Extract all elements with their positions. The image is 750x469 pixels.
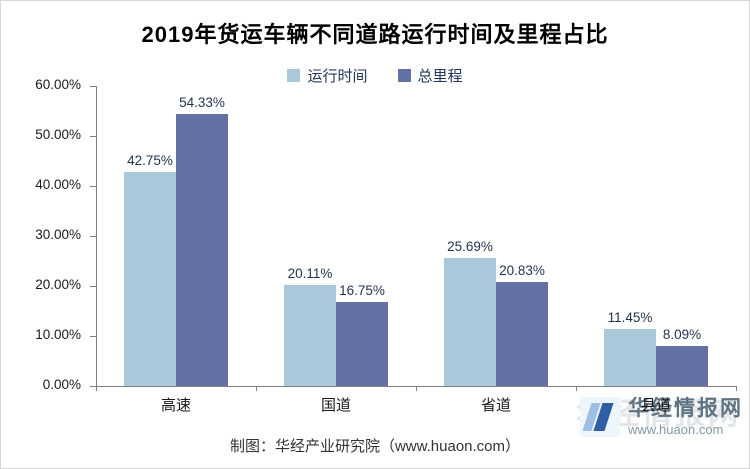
bar-运行时间 <box>444 257 496 386</box>
bar-运行时间 <box>124 172 176 386</box>
bar-总里程 <box>176 114 228 386</box>
watermark-name: 华经情报网 <box>628 397 743 420</box>
bar-value-label: 25.69% <box>447 238 493 254</box>
x-axis-tick-mark <box>256 386 257 391</box>
x-axis-tick-mark <box>416 386 417 391</box>
y-axis-tick-mark <box>90 336 96 337</box>
y-axis-tick-mark <box>90 286 96 287</box>
x-axis-category-label: 高速 <box>160 397 191 414</box>
bar-value-label: 42.75% <box>127 153 173 169</box>
bar-总里程 <box>336 302 388 386</box>
y-axis-tick-mark <box>90 386 96 387</box>
y-axis-tick-mark <box>90 86 96 87</box>
y-axis-tick-label: 20.00% <box>35 277 81 292</box>
legend-label: 运行时间 <box>307 68 368 85</box>
bar-运行时间 <box>604 328 656 386</box>
y-axis-tick-label: 60.00% <box>35 77 81 92</box>
legend-label: 总里程 <box>417 68 463 85</box>
y-axis-tick-label: 50.00% <box>35 127 81 142</box>
x-axis-category-label: 省道 <box>480 397 511 414</box>
y-axis-tick-mark <box>90 136 96 137</box>
x-axis-tick-mark <box>736 386 737 391</box>
bar-总里程 <box>496 281 548 386</box>
legend: 运行时间 总里程 <box>1 65 749 86</box>
bar-运行时间 <box>284 285 336 386</box>
chart-title: 2019年货运车辆不同道路运行时间及里程占比 <box>141 22 609 47</box>
y-axis-tick-label: 30.00% <box>35 227 81 242</box>
bar-总里程 <box>656 345 708 386</box>
y-axis-tick-label: 10.00% <box>35 327 81 342</box>
legend-swatch <box>287 69 301 82</box>
bar-value-label: 16.75% <box>339 283 385 299</box>
y-axis-tick-label: 40.00% <box>35 177 81 192</box>
y-axis-tick-mark <box>90 186 96 187</box>
credit-text: 制图：华经产业研究院（www.huaon.com） <box>229 438 521 455</box>
x-axis-tick-mark <box>576 386 577 391</box>
watermark-url: www.huaon.com <box>628 422 724 438</box>
x-axis-category-label: 县道 <box>640 397 671 414</box>
watermark: 华经情报网 www.huaon.com <box>580 397 743 438</box>
legend-item: 运行时间 <box>287 65 368 86</box>
bar-value-label: 8.09% <box>662 326 702 342</box>
y-axis-tick-mark <box>90 236 96 237</box>
bar-value-label: 54.33% <box>179 95 225 111</box>
y-axis-tick-label: 0.00% <box>42 377 81 392</box>
bar-value-label: 20.11% <box>287 266 333 282</box>
x-axis-category-label: 国道 <box>320 397 351 414</box>
legend-item: 总里程 <box>397 65 463 86</box>
watermark-text: 华经情报网 www.huaon.com <box>628 397 743 437</box>
bar-value-label: 11.45% <box>607 309 653 325</box>
x-axis-tick-mark <box>96 386 97 391</box>
bar-value-label: 20.83% <box>499 262 545 278</box>
huaon-logo-icon <box>580 397 620 438</box>
legend-swatch <box>397 69 411 82</box>
